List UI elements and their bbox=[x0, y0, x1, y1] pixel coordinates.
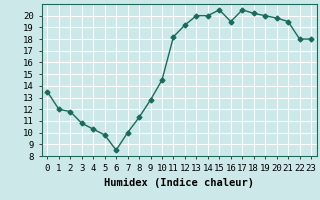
X-axis label: Humidex (Indice chaleur): Humidex (Indice chaleur) bbox=[104, 178, 254, 188]
